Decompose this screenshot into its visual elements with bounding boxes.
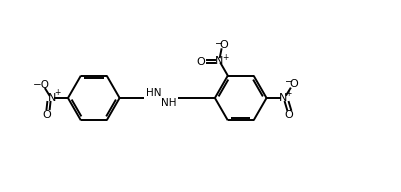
Text: +: + xyxy=(221,53,228,62)
Text: HN: HN xyxy=(145,88,161,98)
Text: +: + xyxy=(54,88,60,97)
Text: O: O xyxy=(288,79,297,89)
Text: O: O xyxy=(42,110,51,120)
Text: +: + xyxy=(285,89,291,98)
Text: N: N xyxy=(48,93,56,103)
Text: −: − xyxy=(284,77,292,87)
Text: NH: NH xyxy=(161,98,176,108)
Text: −: − xyxy=(214,39,222,49)
Text: N: N xyxy=(215,56,223,66)
Text: O: O xyxy=(219,40,228,50)
Text: −O: −O xyxy=(33,80,50,90)
Text: N: N xyxy=(278,93,287,103)
Text: O: O xyxy=(284,110,293,120)
Text: O: O xyxy=(196,57,205,67)
